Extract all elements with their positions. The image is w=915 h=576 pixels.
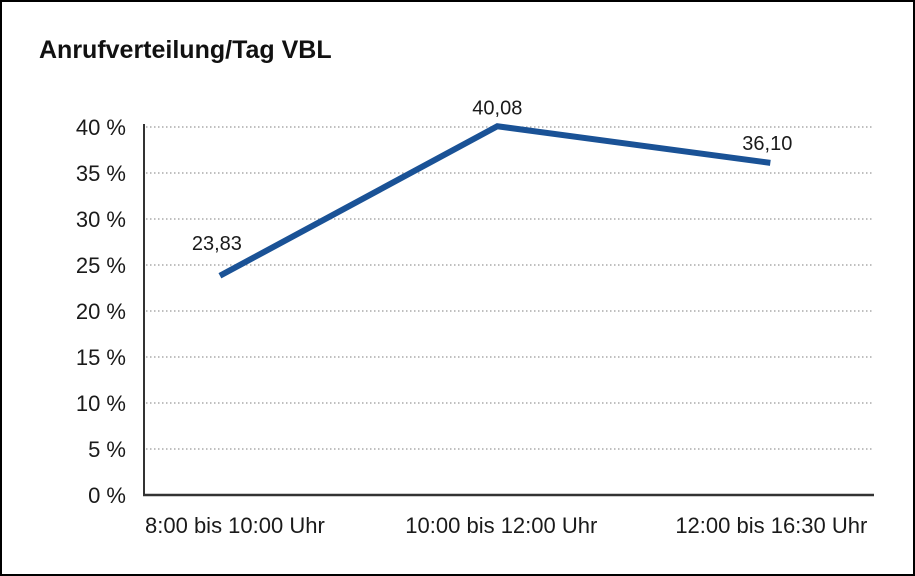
y-tick-label: 40 % [76, 115, 126, 140]
gridlines [146, 126, 874, 450]
data-point-label: 23,83 [192, 233, 242, 255]
y-tick-label: 25 % [76, 253, 126, 278]
y-tick-label: 0 % [88, 483, 126, 508]
y-tick-label: 20 % [76, 299, 126, 324]
data-point-label: 36,10 [742, 133, 792, 155]
y-tick-label: 35 % [76, 161, 126, 186]
axes [143, 124, 874, 497]
data-point-label: 40,08 [472, 97, 522, 119]
y-tick-label: 15 % [76, 345, 126, 370]
y-tick-label: 30 % [76, 207, 126, 232]
x-tick-label: 8:00 bis 10:00 Uhr [145, 513, 325, 538]
y-tick-label: 10 % [76, 391, 126, 416]
x-tick-label: 12:00 bis 16:30 Uhr [675, 513, 867, 538]
data-point-labels: 23,83 40,08 36,10 [192, 97, 792, 255]
y-tick-label: 5 % [88, 437, 126, 462]
x-tick-label: 10:00 bis 12:00 Uhr [405, 513, 597, 538]
series-line [218, 123, 771, 279]
chart-title: Anrufverteilung/Tag VBL [39, 36, 332, 64]
x-axis-labels: 8:00 bis 10:00 Uhr 10:00 bis 12:00 Uhr 12:… [145, 513, 867, 538]
data-series [218, 123, 771, 279]
y-axis-labels: 0 % 5 % 10 % 15 % 20 % 25 % 30 % 35 % 40 % [76, 115, 126, 508]
